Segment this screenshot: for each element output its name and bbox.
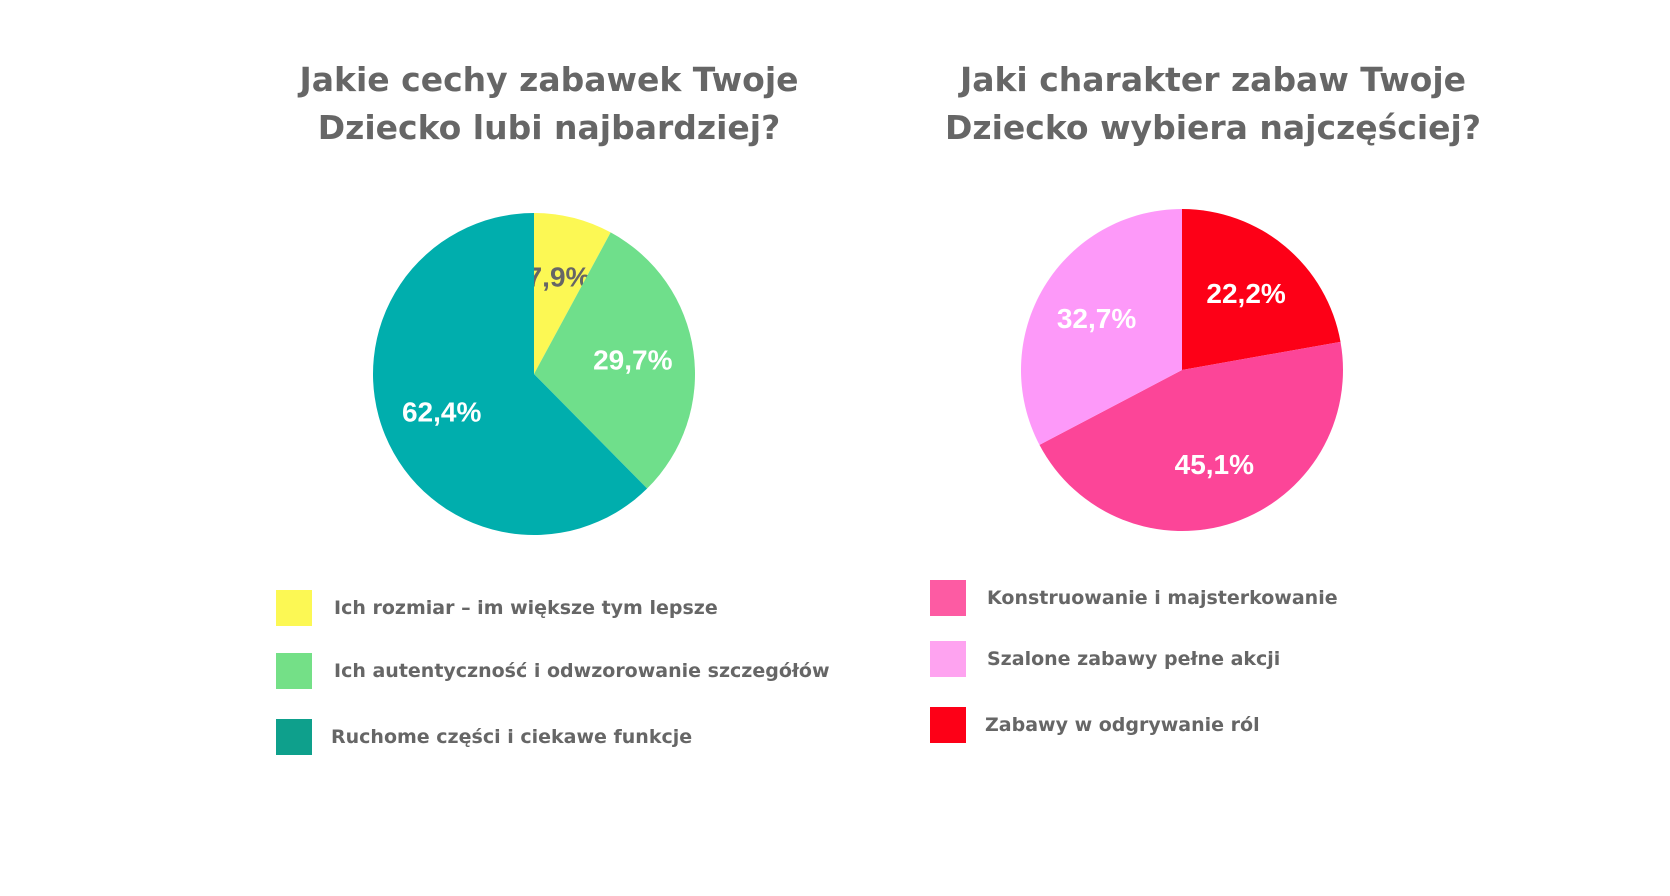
chart-play-type: Jaki charakter zabaw Twoje Dziecko wybie… — [835, 0, 1670, 896]
chart-toy-features: Jakie cechy zabawek Twoje Dziecko lubi n… — [276, 60, 830, 755]
chart-title-line-1: Jakie cechy zabawek Twoje — [299, 60, 799, 99]
pie-slice — [1039, 341, 1343, 531]
legend-swatch — [930, 580, 966, 616]
legend-swatch — [930, 641, 966, 677]
chart-title-line-2: Dziecko lubi najbardziej? — [317, 108, 781, 147]
chart-title: Jaki charakter zabaw Twoje Dziecko wybie… — [913, 56, 1513, 152]
pie-slice — [372, 213, 648, 535]
chart-title-line-1: Jaki charakter zabaw Twoje — [959, 60, 1467, 99]
legend-label: Szalone zabawy pełne akcji — [987, 648, 1281, 670]
slice-value-label: 45,1% — [1175, 449, 1254, 480]
pie-chart: 22,2% 45,1% 32,7% — [1020, 209, 1343, 531]
slice-value-label: 62,4% — [402, 396, 481, 427]
pie-slice — [534, 213, 611, 374]
slice-value-label: 32,7% — [1057, 303, 1136, 334]
legend-label: Zabawy w odgrywanie ról — [985, 714, 1260, 736]
pie-slice — [1020, 209, 1182, 445]
legend-label: Ich rozmiar – im większe tym lepsze — [334, 597, 718, 619]
legend-label: Ich autentyczność i odwzorowanie szczegó… — [334, 660, 830, 682]
legend-swatch — [276, 590, 312, 626]
slice-value-label: 22,2% — [1206, 278, 1285, 309]
pie-slice — [534, 232, 695, 489]
slice-value-label: 7,9% — [527, 262, 591, 293]
legend-label: Konstruowanie i majsterkowanie — [987, 587, 1338, 609]
legend-swatch — [930, 707, 966, 743]
chart-title-line-2: Dziecko wybiera najczęściej? — [945, 108, 1481, 147]
legend-swatch — [276, 653, 312, 689]
pie-slice — [1182, 209, 1341, 370]
pie-chart: 7,9% 29,7% 62,4% — [372, 213, 695, 535]
legend-swatch — [276, 719, 312, 755]
slice-value-label: 29,7% — [593, 344, 672, 375]
chart-title: Jakie cechy zabawek Twoje Dziecko lubi n… — [249, 56, 849, 152]
legend-label: Ruchome części i ciekawe funkcje — [331, 726, 693, 748]
